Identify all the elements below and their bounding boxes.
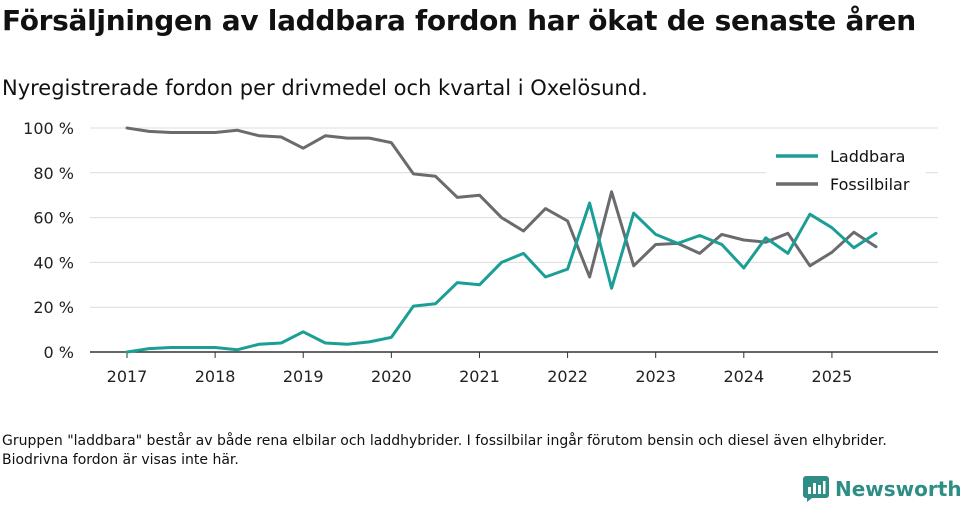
brand-name: Newsworthy — [835, 477, 960, 501]
y-tick-label: 40 % — [33, 253, 74, 272]
x-tick-label: 2022 — [547, 367, 588, 386]
axes: 0 % 20 % 40 % 60 % 80 % 100 % 2017 2018 2019 2020… — [23, 119, 938, 386]
x-tick-label: 2017 — [107, 367, 148, 386]
newsworthy-logo-icon — [803, 476, 829, 502]
legend-label: Laddbara — [830, 147, 905, 166]
chart-title: Försäljningen av laddbara fordon har öka… — [2, 4, 916, 37]
footnote: Gruppen "laddbara" består av både rena e… — [2, 433, 887, 468]
x-tick-label: 2019 — [283, 367, 324, 386]
x-tick-label: 2020 — [371, 367, 412, 386]
series-line-fossilbilar — [125, 126, 878, 279]
series-line-laddbara — [125, 201, 878, 354]
y-tick-label: 0 % — [44, 343, 74, 362]
y-tick-label: 60 % — [33, 209, 74, 228]
x-tick-label: 2021 — [459, 367, 500, 386]
x-tick-label: 2018 — [195, 367, 236, 386]
legend: Laddbara Fossilbilar — [766, 138, 926, 202]
x-tick-label: 2023 — [635, 367, 676, 386]
y-tick-label: 100 % — [23, 119, 74, 138]
x-tick-label: 2024 — [723, 367, 764, 386]
y-tick-label: 80 % — [33, 164, 74, 183]
series-lines — [125, 126, 878, 354]
legend-label: Fossilbilar — [830, 175, 910, 194]
chart-subtitle: Nyregistrerade fordon per drivmedel och … — [2, 76, 648, 100]
y-tick-label: 20 % — [33, 298, 74, 317]
legend-background — [766, 138, 926, 202]
brand-logo: Newsworthy — [803, 474, 960, 504]
x-tick-label: 2025 — [812, 367, 853, 386]
line-chart: 0 % 20 % 40 % 60 % 80 % 100 % 2017 2018 2019 2020… — [23, 119, 938, 386]
